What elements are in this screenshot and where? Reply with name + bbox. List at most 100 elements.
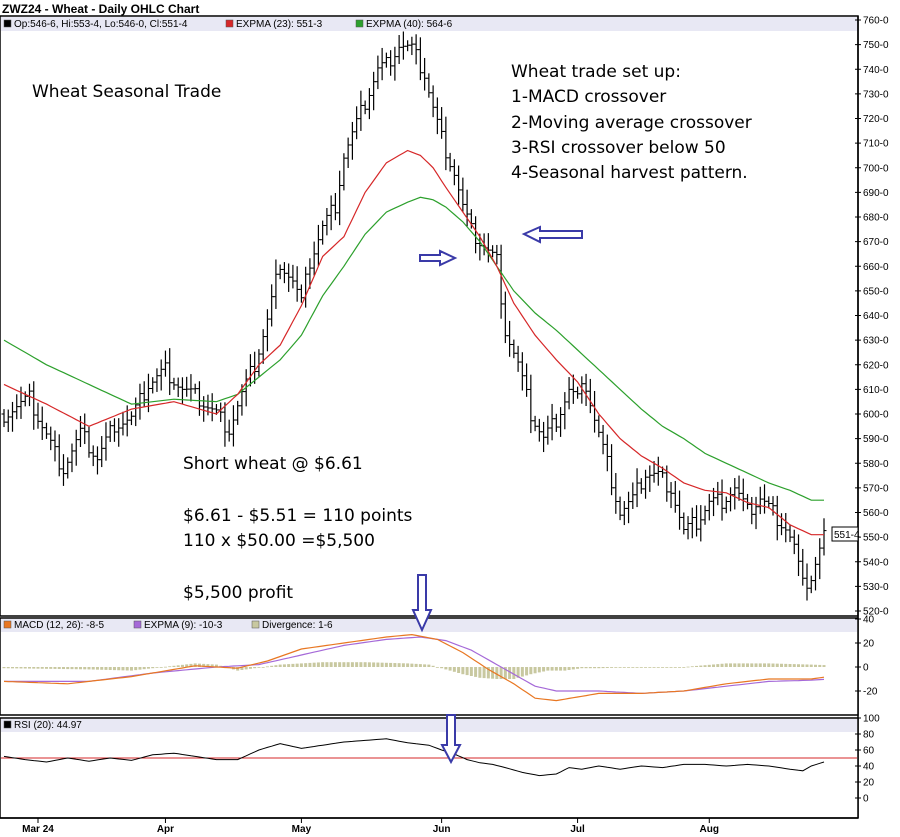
setup-line-1: Wheat trade set up: — [511, 62, 681, 82]
divergence-bar — [325, 662, 329, 667]
price-tick-label: 540-0 — [863, 557, 889, 568]
divergence-bar — [206, 664, 210, 667]
price-tick-label: 560-0 — [863, 508, 889, 519]
price-tick-label: 580-0 — [863, 459, 889, 470]
rsi-tick-label: 0 — [863, 794, 869, 805]
divergence-bar — [401, 663, 405, 667]
divergence-bar — [673, 667, 677, 668]
macd-legend-band — [1, 619, 857, 632]
x-tick-label: Apr — [157, 824, 174, 835]
macd-panel: MACD (12, 26): -8-5 EXPMA (9): -10-3 Diver… — [0, 615, 878, 716]
macd-line — [3, 633, 825, 702]
divergence-bar — [639, 667, 643, 668]
price-tick-label: 570-0 — [863, 483, 889, 494]
divergence-bar — [516, 667, 520, 678]
divergence-bar — [491, 667, 495, 679]
divergence-bar — [554, 667, 558, 671]
divergence-bar — [550, 667, 554, 671]
setup-line-3: 2-Moving average crossover — [511, 113, 752, 133]
divergence-bar — [312, 662, 316, 667]
divergence-bar — [172, 665, 176, 667]
divergence-bar — [703, 665, 707, 667]
divergence-bar — [380, 662, 384, 667]
divergence-bar — [253, 667, 257, 669]
x-tick-label: Aug — [700, 824, 719, 835]
price-tick-label: 520-0 — [863, 607, 889, 618]
divergence-bar — [333, 662, 337, 667]
chart-title: ZWZ24 - Wheat - Daily OHLC Chart — [2, 2, 199, 16]
price-tick-label: 740-0 — [863, 65, 889, 76]
rsi-line — [3, 738, 825, 777]
divergence-bar — [542, 667, 546, 672]
divergence-bar — [457, 667, 461, 673]
divergence-bar — [202, 663, 206, 667]
divergence-bar — [44, 667, 48, 669]
divergence-bar — [240, 667, 244, 670]
divergence-bar — [74, 667, 78, 670]
price-bars — [1, 31, 827, 601]
divergence-bar — [125, 667, 129, 671]
price-tick-label: 700-0 — [863, 163, 889, 174]
divergence-bar — [40, 667, 44, 669]
divergence-bar — [818, 664, 822, 667]
price-tick-label: 650-0 — [863, 286, 889, 297]
rsi-legend-band — [1, 719, 857, 732]
price-tick-label: 690-0 — [863, 188, 889, 199]
legend-label: RSI (20): 44.97 — [14, 720, 82, 731]
divergence-bar — [503, 667, 507, 679]
price-tick-label: 710-0 — [863, 139, 889, 150]
price-tick-label: 730-0 — [863, 89, 889, 100]
divergence-bar — [15, 667, 19, 669]
divergence-bar — [695, 665, 699, 667]
divergence-bar — [699, 665, 703, 667]
divergence-bar — [792, 664, 796, 667]
divergence-bar — [350, 662, 354, 667]
trade-points-note: $6.61 - $5.51 = 110 points — [183, 506, 413, 526]
divergence-bar — [495, 667, 499, 679]
divergence-bar — [70, 667, 74, 670]
divergence-bar — [809, 664, 813, 667]
divergence-bar — [163, 666, 167, 668]
divergence-bar — [295, 663, 299, 667]
divergence-bar — [758, 663, 762, 667]
divergence-bar — [342, 662, 346, 667]
divergence-bar — [610, 667, 614, 668]
divergence-bar — [678, 667, 682, 668]
x-tick-label: Mar 24 — [22, 824, 54, 835]
macd-axis: -20 0 20 40 — [855, 615, 878, 698]
divergence-bar — [788, 664, 792, 667]
divergence-bar — [329, 662, 333, 667]
divergence-bar — [19, 667, 23, 669]
setup-line-5: 4-Seasonal harvest pattern. — [511, 163, 748, 183]
price-tick-label: 640-0 — [863, 311, 889, 322]
divergence-bar — [584, 667, 588, 669]
divergence-bar — [656, 667, 660, 668]
divergence-bar — [159, 667, 163, 668]
down-arrow-icon — [440, 714, 462, 765]
divergence-bar — [142, 667, 146, 670]
legend-label: EXPMA (9): -10-3 — [144, 620, 223, 631]
divergence-bar — [32, 667, 36, 669]
last-price-tag-label: 551-4 — [834, 530, 860, 541]
divergence-bar — [308, 662, 312, 667]
legend-label: EXPMA (40): 564-6 — [366, 19, 453, 30]
divergence-bar — [737, 663, 741, 667]
divergence-bar — [661, 667, 665, 668]
divergence-bar — [108, 667, 112, 670]
divergence-bar — [614, 667, 618, 668]
divergence-bar — [784, 663, 788, 667]
divergence-bar — [414, 663, 418, 667]
divergence-bar — [627, 667, 631, 668]
divergence-bar — [104, 667, 108, 670]
price-tick-label: 590-0 — [863, 434, 889, 445]
divergence-bar — [57, 667, 61, 669]
divergence-bar — [720, 663, 724, 667]
divergence-bar — [282, 664, 286, 667]
divergence-bar — [644, 667, 648, 668]
setup-line-4: 3-RSI crossover below 50 — [511, 138, 726, 158]
divergence-bar — [134, 667, 138, 671]
rsi-tick-label: 40 — [863, 762, 875, 773]
divergence-bar — [771, 663, 775, 667]
divergence-bar — [775, 663, 779, 667]
divergence-bar — [669, 667, 673, 668]
